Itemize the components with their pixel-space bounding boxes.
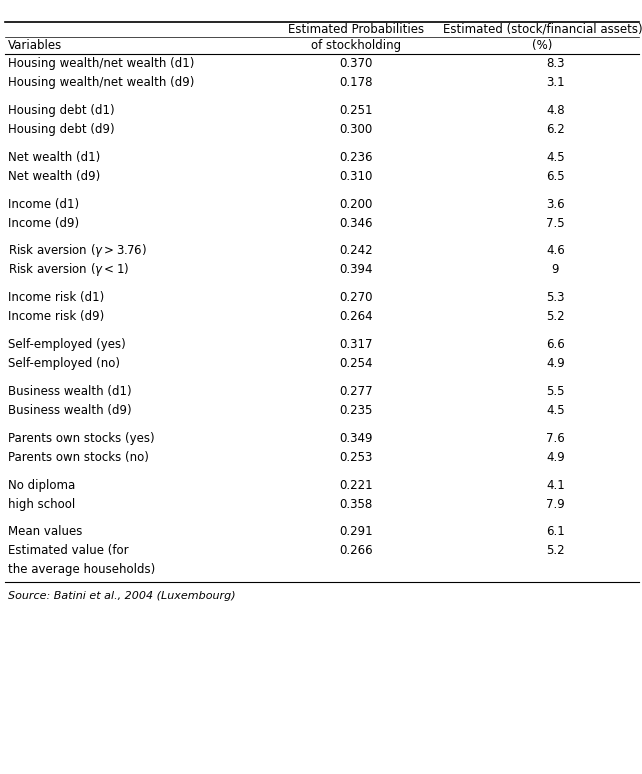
Text: Parents own stocks (no): Parents own stocks (no) xyxy=(8,450,148,464)
Text: Mean values: Mean values xyxy=(8,526,82,539)
Text: Business wealth (d1): Business wealth (d1) xyxy=(8,385,132,398)
Text: of stockholding: of stockholding xyxy=(311,39,401,52)
Text: Variables: Variables xyxy=(8,39,62,52)
Text: 4.6: 4.6 xyxy=(546,245,565,258)
Text: 6.6: 6.6 xyxy=(546,338,565,351)
Text: 6.2: 6.2 xyxy=(546,123,565,136)
Text: 4.9: 4.9 xyxy=(546,450,565,464)
Text: 0.264: 0.264 xyxy=(340,310,373,324)
Text: 0.235: 0.235 xyxy=(340,404,373,417)
Text: Risk aversion ($\gamma < 1$): Risk aversion ($\gamma < 1$) xyxy=(8,262,129,279)
Text: Estimated Probabilities: Estimated Probabilities xyxy=(288,23,424,36)
Text: Net wealth (d9): Net wealth (d9) xyxy=(8,170,100,183)
Text: high school: high school xyxy=(8,498,75,511)
Text: 4.9: 4.9 xyxy=(546,357,565,370)
Text: 0.291: 0.291 xyxy=(340,526,373,539)
Text: No diploma: No diploma xyxy=(8,478,75,491)
Text: Self-employed (no): Self-employed (no) xyxy=(8,357,119,370)
Text: 7.6: 7.6 xyxy=(546,432,565,445)
Text: 5.2: 5.2 xyxy=(546,310,565,324)
Text: 0.394: 0.394 xyxy=(340,263,373,276)
Text: 9: 9 xyxy=(551,263,559,276)
Text: Estimated (stock/financial assets): Estimated (stock/financial assets) xyxy=(443,23,642,36)
Text: 0.253: 0.253 xyxy=(340,450,373,464)
Text: Risk aversion ($\gamma > 3.76$): Risk aversion ($\gamma > 3.76$) xyxy=(8,242,146,259)
Text: Net wealth (d1): Net wealth (d1) xyxy=(8,151,100,164)
Text: 0.349: 0.349 xyxy=(340,432,373,445)
Text: 7.9: 7.9 xyxy=(546,498,565,511)
Text: Income risk (d9): Income risk (d9) xyxy=(8,310,104,324)
Text: Income risk (d1): Income risk (d1) xyxy=(8,291,104,304)
Text: 7.5: 7.5 xyxy=(546,217,565,230)
Text: 0.266: 0.266 xyxy=(340,544,373,557)
Text: Housing wealth/net wealth (d1): Housing wealth/net wealth (d1) xyxy=(8,57,194,70)
Text: 0.178: 0.178 xyxy=(340,76,373,89)
Text: 0.221: 0.221 xyxy=(340,478,373,491)
Text: 0.346: 0.346 xyxy=(340,217,373,230)
Text: Parents own stocks (yes): Parents own stocks (yes) xyxy=(8,432,154,445)
Text: 4.8: 4.8 xyxy=(546,104,565,117)
Text: 0.370: 0.370 xyxy=(340,57,373,70)
Text: 3.1: 3.1 xyxy=(546,76,565,89)
Text: 5.2: 5.2 xyxy=(546,544,565,557)
Text: 0.251: 0.251 xyxy=(340,104,373,117)
Text: Source: Batini et al., 2004 (Luxembourg): Source: Batini et al., 2004 (Luxembourg) xyxy=(8,591,236,601)
Text: 5.5: 5.5 xyxy=(546,385,564,398)
Text: 0.242: 0.242 xyxy=(340,245,373,258)
Text: 4.5: 4.5 xyxy=(546,151,565,164)
Text: 3.6: 3.6 xyxy=(546,197,565,211)
Text: 4.1: 4.1 xyxy=(546,478,565,491)
Text: 0.270: 0.270 xyxy=(340,291,373,304)
Text: 0.300: 0.300 xyxy=(340,123,373,136)
Text: 0.236: 0.236 xyxy=(340,151,373,164)
Text: Income (d9): Income (d9) xyxy=(8,217,79,230)
Text: the average households): the average households) xyxy=(8,563,155,577)
Text: 8.3: 8.3 xyxy=(546,57,564,70)
Text: Housing debt (d9): Housing debt (d9) xyxy=(8,123,114,136)
Text: Self-employed (yes): Self-employed (yes) xyxy=(8,338,125,351)
Text: 0.277: 0.277 xyxy=(340,385,373,398)
Text: 6.5: 6.5 xyxy=(546,170,565,183)
Text: Estimated value (for: Estimated value (for xyxy=(8,544,128,557)
Text: 6.1: 6.1 xyxy=(546,526,565,539)
Text: 0.317: 0.317 xyxy=(340,338,373,351)
Text: 4.5: 4.5 xyxy=(546,404,565,417)
Text: Housing wealth/net wealth (d9): Housing wealth/net wealth (d9) xyxy=(8,76,194,89)
Text: 5.3: 5.3 xyxy=(546,291,564,304)
Text: 0.310: 0.310 xyxy=(340,170,373,183)
Text: Housing debt (d1): Housing debt (d1) xyxy=(8,104,114,117)
Text: 0.254: 0.254 xyxy=(340,357,373,370)
Text: 0.200: 0.200 xyxy=(340,197,373,211)
Text: Income (d1): Income (d1) xyxy=(8,197,79,211)
Text: (%): (%) xyxy=(532,39,553,52)
Text: 0.358: 0.358 xyxy=(340,498,373,511)
Text: Business wealth (d9): Business wealth (d9) xyxy=(8,404,132,417)
